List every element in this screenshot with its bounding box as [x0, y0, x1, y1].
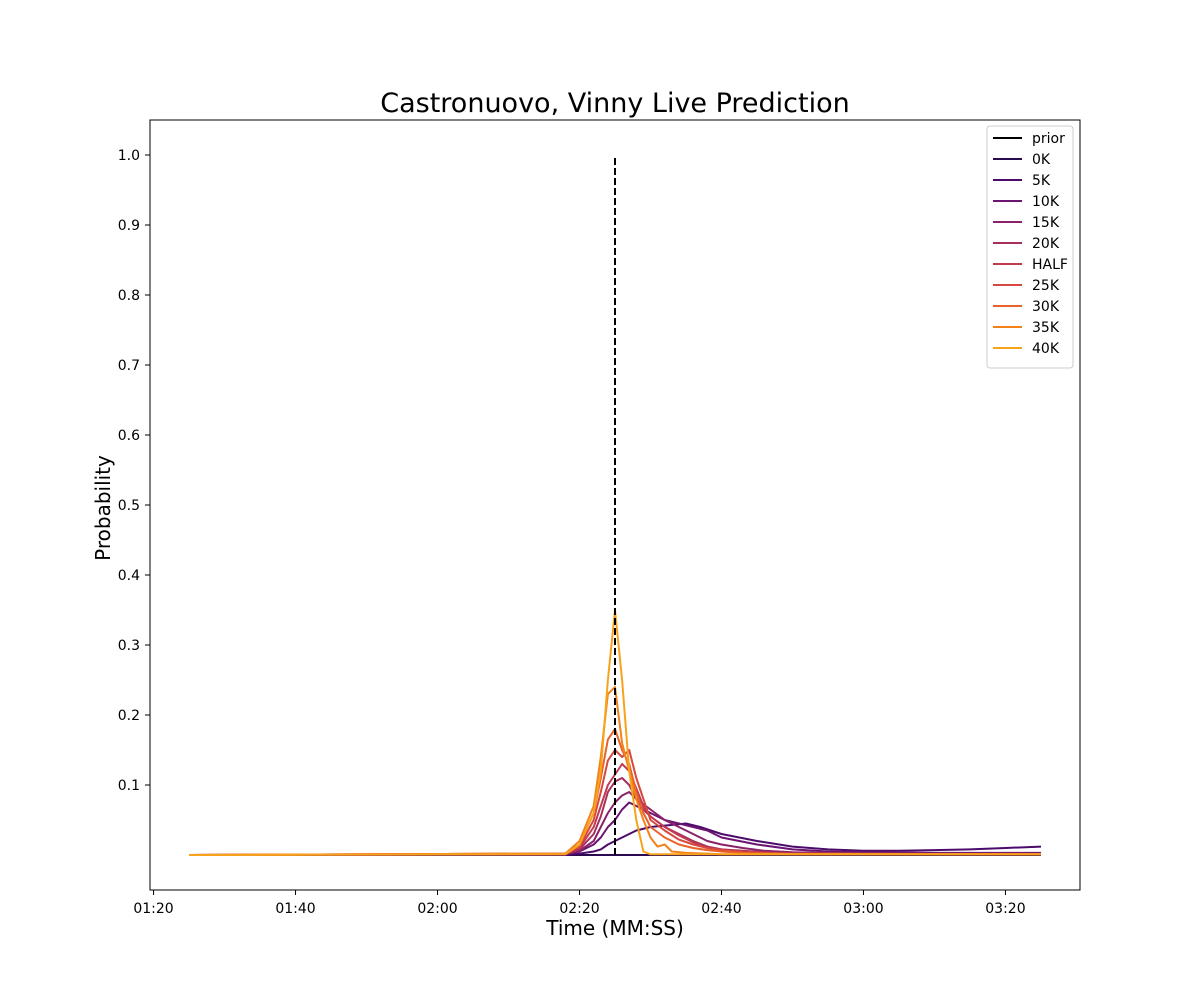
- y-tick-label: 0.5: [118, 498, 140, 514]
- x-tick-label: 01:20: [133, 901, 173, 917]
- legend-label: prior: [1032, 131, 1065, 147]
- legend-label: 30K: [1032, 299, 1060, 315]
- legend-label: 5K: [1032, 173, 1051, 189]
- x-tick-label: 02:00: [417, 901, 457, 917]
- legend-label: 40K: [1032, 341, 1060, 357]
- legend: prior 0K 5K 10K 15K 20K HALF 25K 30K 35K 40K: [986, 125, 1074, 369]
- y-tick-label: 0.2: [118, 708, 140, 724]
- y-tick-label: 1.0: [118, 148, 140, 164]
- legend-label: 0K: [1032, 152, 1051, 168]
- y-axis-label: Probability: [91, 455, 115, 561]
- y-tick-label: 0.8: [118, 288, 140, 304]
- y-tick-label: 0.1: [118, 778, 140, 794]
- legend-box: [986, 125, 1074, 369]
- x-axis-label: Time (MM:SS): [545, 916, 684, 940]
- y-tick-label: 0.9: [118, 218, 140, 234]
- y-tick-label: 0.6: [118, 428, 140, 444]
- legend-label: 25K: [1032, 278, 1060, 294]
- y-tick-label: 0.7: [118, 358, 140, 374]
- axes: 01:20 01:40 02:00 02:20 02:40 03:00 03:20 0.1 0.…: [118, 119, 1081, 917]
- chart-title: Castronuovo, Vinny Live Prediction: [380, 88, 850, 119]
- x-tick-label: 01:40: [275, 901, 315, 917]
- legend-label: 10K: [1032, 194, 1060, 210]
- legend-label: 15K: [1032, 215, 1060, 231]
- y-tick-label: 0.4: [118, 568, 140, 584]
- plot-series: [188, 155, 1042, 856]
- x-tick-label: 02:40: [701, 901, 741, 917]
- y-tick-label: 0.3: [118, 638, 140, 654]
- legend-label: HALF: [1032, 257, 1068, 273]
- x-tick-label: 03:20: [985, 901, 1025, 917]
- series-line-15k: [188, 791, 1041, 856]
- x-tick-label: 02:20: [559, 901, 599, 917]
- series-line-40k: [188, 609, 1041, 856]
- legend-label: 35K: [1032, 320, 1060, 336]
- legend-label: 20K: [1032, 236, 1060, 252]
- x-tick-label: 03:00: [843, 901, 883, 917]
